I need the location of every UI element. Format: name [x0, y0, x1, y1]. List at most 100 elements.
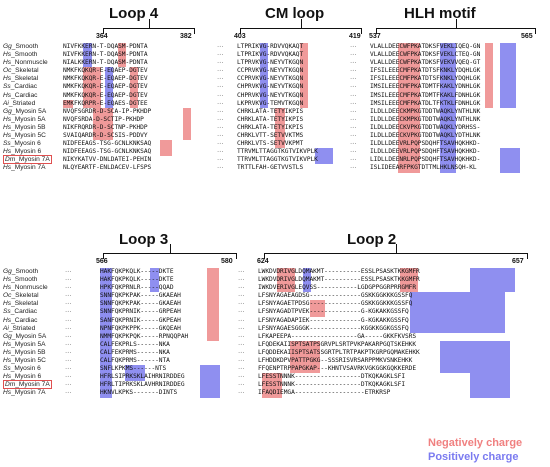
species-name: Gg_Myosin 5A	[3, 332, 47, 340]
sequence-row: CHPRVKVG-NEYVTKGQN	[237, 91, 304, 99]
gap-dots: ···	[350, 99, 357, 107]
gap-dots: ···	[350, 107, 357, 115]
species-list-top: Gg_Smooth Hs_Smooth Hs_Nonmuscle Oc_Skeleta…	[3, 43, 52, 173]
hlh-motif-title: HLH motif	[404, 5, 476, 22]
cm-loop-start: 403	[234, 33, 246, 40]
species-name: Gg_Smooth	[3, 43, 39, 50]
cm-loop-title: CM loop	[265, 5, 325, 22]
species-name: Hs_Myosin 5B	[3, 123, 46, 131]
sequence-row: TTRVMLTTAGGTKGTVIKVPLK	[237, 148, 318, 156]
sequence-row: SNNFQKPKPAK-----GKAEAH	[100, 300, 181, 308]
sequence-row: LFESSTNNNK------------------DTKQKAGKLSFI	[258, 381, 406, 389]
positive-charge-block	[260, 43, 268, 108]
gap-dots: ···	[217, 59, 224, 67]
negative-charge-block	[207, 268, 219, 341]
gap-dots: ···	[217, 115, 224, 123]
species-name: Ss_Cardiac	[3, 83, 38, 91]
gap-dots: ···	[238, 316, 245, 324]
species-name: Hs_Myosin 6	[3, 148, 42, 156]
species-name: Hs_Myosin 6	[3, 373, 42, 381]
gap-dots: ···	[217, 140, 224, 148]
sequence-row: NMMFQKPKPQK-----RPNQQPAH	[100, 332, 189, 340]
gap-dots: ···	[238, 332, 245, 340]
positive-charge-block	[83, 43, 92, 68]
hlh-motif-end: 565	[521, 33, 533, 40]
gap-dots: ···	[238, 340, 245, 348]
sequence-row: IMSILEEECMFPKATDMTFKAKLYDNHLGK	[370, 83, 481, 91]
gap-dots: ···	[217, 132, 224, 140]
negative-charge-block	[400, 268, 418, 293]
species-name: Hs_Nonmuscle	[3, 59, 48, 67]
species-name: Hs_Myosin 5A	[3, 340, 46, 348]
species-name: Oc_Skeletal	[3, 292, 39, 300]
cm-loop-end: 419	[349, 33, 361, 40]
gap-dots: ···	[350, 123, 357, 131]
gap-dots: ···	[217, 51, 224, 59]
species-name: Hs_Myosin 5C	[3, 357, 46, 365]
gap-dots: ···	[238, 381, 245, 389]
gap-dots: ···	[238, 292, 245, 300]
gap-dots: ···	[65, 357, 72, 365]
sequence-row: IFSILEEECMFPKATDTSFKNKLYDQHLGK	[370, 75, 481, 83]
negative-charge-block	[290, 340, 320, 374]
gap-dots: ···	[350, 148, 357, 156]
gap-dots: ···	[217, 67, 224, 75]
sequence-row: LWKDVDRIVGLDQMAKMT----------ESSLPSASKTKK…	[258, 276, 420, 284]
gap-dots: ···	[217, 148, 224, 156]
species-name: Dm_Myosin 7A	[3, 155, 52, 165]
gap-dots-top-1: ··· ··· ··· ··· ··· ··· ··· ··· ··· ··· ··· ··· ··· ·…	[217, 43, 224, 173]
sequence-row: VLALLDEECWFPKATDKSFVEKLCTEQ-GN	[370, 51, 481, 59]
sequence-row: NMKFKQKQR-E-EQAEP-DGTEV	[63, 75, 148, 83]
positive-charge-block	[470, 373, 510, 398]
gap-dots: ···	[238, 365, 245, 373]
loop4-title: Loop 4	[109, 5, 159, 22]
sequence-row: EMKFKQRPR-E-EQAES-DGTEE	[63, 99, 148, 107]
sequence-row: ILDLLDEECKMPKGTDDTWAQKLYNTHLNK	[370, 115, 481, 123]
gap-dots: ···	[238, 373, 245, 381]
sequence-row: IMSILEEECMFPKATDLTFKTKLFDNHLGK	[370, 99, 481, 107]
species-name: Hs_Myosin 5A	[3, 115, 46, 123]
sequence-row: LFSNYAGAESGGGK--------------KGGKKGGKGSSF…	[258, 324, 409, 332]
sequence-row: CALFEKPRMS------NKA	[100, 348, 170, 356]
sequence-row: LIDLLDEENRLPQPSDQHFTSAVHQKHKD-	[370, 156, 481, 164]
positive-charge-block	[500, 148, 520, 173]
gap-dots: ···	[350, 156, 357, 164]
sequence-row: NMKFKQKQR-E-EQAEP-DGTEV	[63, 67, 148, 75]
sequence-row: NIALKKERN-T-DQASM-PDNTA	[63, 59, 148, 67]
species-name: Hs_Myosin 7A	[3, 389, 46, 397]
gap-dots: ···	[238, 300, 245, 308]
loop2-bracket	[264, 244, 528, 259]
species-name: Oc_Skeletal	[3, 67, 39, 75]
gap-dots-bottom-1: ··· ··· ··· ··· ··· ··· ··· ··· ··· ··· ··· ··· ··· ·…	[238, 268, 245, 398]
sequence-row: LFSNYAGAEAGDSG--------------GSKKGGKKKGSS…	[258, 292, 413, 300]
gap-dots: ···	[217, 123, 224, 131]
negative-charge-block	[83, 67, 101, 108]
gap-dots: ···	[65, 284, 72, 292]
negative-charge-block	[485, 43, 493, 108]
sequence-row: NVQFSGRDR-D-SCA-IP-PKHDP	[63, 107, 152, 115]
sequence-row: IFSILEEECMFPKATDTSFKNKLYDQHLGK	[370, 67, 481, 75]
sequence-row: LTPRIKVG-RDVVQKAQT	[237, 43, 304, 50]
negative-charge-block	[398, 43, 420, 173]
loop2-start: 624	[257, 258, 269, 265]
sequence-row: TTRVMLTTAGGTKGTVIKVPLK	[237, 156, 318, 164]
loop3-sequences: HAKFQKPKQLK-----DKTE HAKFQKPKQLK-----DKTE…	[100, 268, 188, 398]
sequence-row: CCPRVKVG-NEYVTKGQN	[237, 67, 304, 75]
loop3-bracket	[103, 244, 237, 259]
gap-dots: ···	[350, 140, 357, 148]
species-name: Ss_Myosin 6	[3, 140, 41, 148]
gap-dots: ···	[65, 381, 72, 389]
negative-charge-block	[118, 43, 126, 68]
loop4-end: 382	[180, 33, 192, 40]
gap-dots: ···	[350, 91, 357, 99]
sequence-row: CHRKLATA-TETYIKPIS	[237, 115, 304, 123]
gap-dots: ···	[217, 164, 224, 172]
hlh-motif-sequences: VLALLDEECWFPKATDKSFVEKLIQEQ-GN VLALLDEECW…	[370, 43, 480, 173]
sequence-row: NVQFSRDA-D-SCTIP-PKHDP	[63, 115, 144, 123]
sequence-row: SNNFQKPKPAK-----GKAEAH	[100, 292, 181, 300]
sequence-row: CALFQKPRMS------NTA	[100, 357, 170, 365]
species-name: Hs_Cardiac	[3, 91, 38, 99]
gap-dots: ···	[350, 43, 357, 50]
positive-charge-block	[440, 43, 456, 173]
sequence-row: LFHDDKDPVPATTPGKG--SSSRISVRSARPPMKVSNKEH…	[258, 357, 413, 365]
